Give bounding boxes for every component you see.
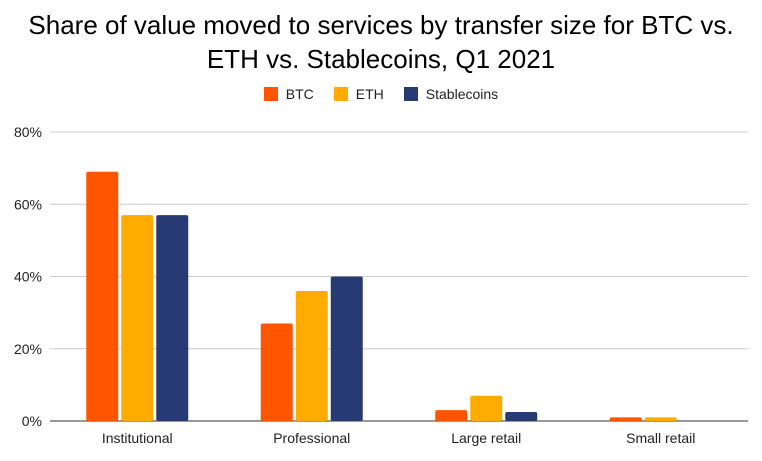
y-tick-label: 20% <box>14 341 42 357</box>
chart-title: Share of value moved to services by tran… <box>0 8 762 76</box>
bar-stablecoins-large-retail <box>505 411 538 421</box>
y-tick-label: 0% <box>22 413 42 429</box>
bar-stablecoins-institutional <box>156 215 189 421</box>
bar-stablecoins-professional <box>330 276 363 421</box>
y-tick-label: 80% <box>14 124 42 140</box>
x-tick-label: Institutional <box>102 430 173 446</box>
legend-swatch-stablecoins <box>403 87 418 101</box>
bar-eth-small-retail <box>644 417 677 421</box>
legend-item-eth: ETH <box>333 86 384 102</box>
chart-title-line-1: Share of value moved to services by tran… <box>28 10 734 40</box>
chart-legend: BTC ETH Stablecoins <box>0 86 762 102</box>
legend-swatch-eth <box>333 87 348 101</box>
bar-btc-institutional <box>86 171 119 421</box>
legend-item-stablecoins: Stablecoins <box>403 86 499 102</box>
bar-eth-institutional <box>121 215 154 421</box>
chart-title-line-2: ETH vs. Stablecoins, Q1 2021 <box>206 44 556 74</box>
bar-eth-professional <box>295 290 328 421</box>
legend-label-stablecoins: Stablecoins <box>425 86 499 102</box>
legend-item-btc: BTC <box>263 86 314 102</box>
legend-swatch-btc <box>263 87 278 101</box>
x-tick-label: Large retail <box>451 430 521 446</box>
bar-eth-large-retail <box>470 395 503 421</box>
legend-label-eth: ETH <box>355 86 384 102</box>
x-tick-label: Small retail <box>626 430 695 446</box>
bar-btc-large-retail <box>435 410 468 421</box>
bar-btc-small-retail <box>609 417 642 421</box>
legend-label-btc: BTC <box>285 86 314 102</box>
y-tick-label: 40% <box>14 269 42 285</box>
bar-btc-professional <box>260 323 293 421</box>
y-tick-label: 60% <box>14 196 42 212</box>
x-tick-label: Professional <box>273 430 350 446</box>
